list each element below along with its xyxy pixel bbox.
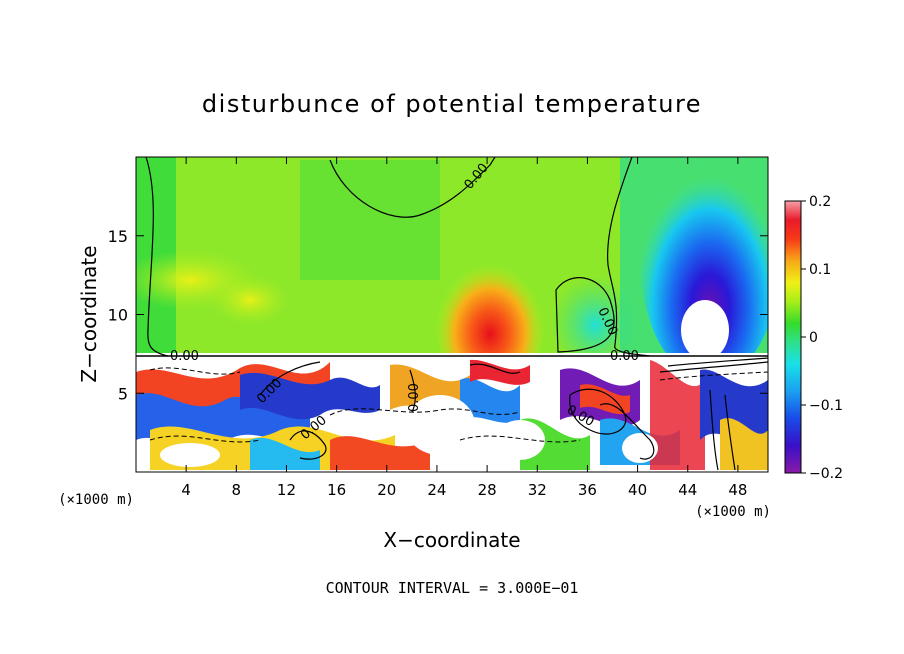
x-tick-label: 36 bbox=[578, 481, 597, 499]
contour-interval-note: CONTOUR INTERVAL = 3.000E−01 bbox=[326, 579, 579, 597]
colorbar: 0.2 0.1 0 −0.1 −0.2 bbox=[784, 194, 843, 482]
x-tick-label: 44 bbox=[678, 481, 697, 499]
x-tick-label: 28 bbox=[478, 481, 497, 499]
x-axis-ticks: 4 8 12 16 20 24 28 32 36 40 44 48 bbox=[181, 157, 747, 499]
y-unit-label: (×1000 m) bbox=[58, 492, 134, 508]
y-axis-label: Z−coordinate bbox=[77, 245, 101, 382]
y-axis-ticks: 5 10 15 bbox=[108, 227, 768, 403]
x-tick-label: 12 bbox=[277, 481, 296, 499]
y-tick-label: 5 bbox=[118, 384, 128, 403]
contour-label: 0.00 bbox=[170, 349, 199, 364]
colorbar-tick-label: −0.1 bbox=[809, 398, 843, 414]
colorbar-tick-label: 0.1 bbox=[809, 262, 831, 278]
x-tick-label: 48 bbox=[728, 481, 747, 499]
x-axis-label: X−coordinate bbox=[383, 528, 520, 552]
x-tick-label: 24 bbox=[427, 481, 446, 499]
x-unit-label: (×1000 m) bbox=[695, 504, 771, 520]
colorbar-tick-label: −0.2 bbox=[809, 466, 843, 482]
colorbar-tick-label: 0.2 bbox=[809, 194, 831, 210]
x-tick-label: 4 bbox=[181, 481, 191, 499]
heatmap-field bbox=[136, 157, 768, 472]
x-tick-label: 32 bbox=[528, 481, 547, 499]
y-tick-label: 15 bbox=[108, 227, 128, 246]
y-tick-label: 10 bbox=[108, 306, 128, 325]
contour-label: 0.00 bbox=[407, 383, 422, 412]
x-tick-label: 40 bbox=[628, 481, 647, 499]
contour-label: 0.00 bbox=[610, 349, 639, 364]
x-tick-label: 16 bbox=[327, 481, 346, 499]
x-tick-label: 8 bbox=[232, 481, 242, 499]
colorbar-ticks: 0.2 0.1 0 −0.1 −0.2 bbox=[801, 194, 843, 482]
colorbar-tick-label: 0 bbox=[809, 330, 818, 346]
x-tick-label: 20 bbox=[377, 481, 396, 499]
colorbar-scale bbox=[784, 200, 802, 474]
chart-title: disturbunce of potential temperature bbox=[202, 90, 702, 118]
